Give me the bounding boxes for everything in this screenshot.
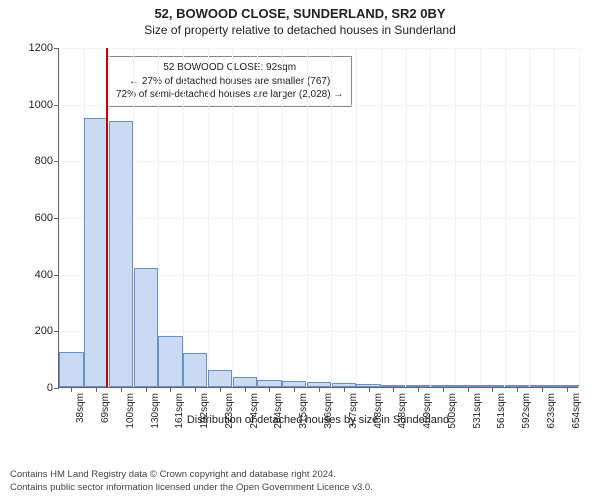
footer-line-1: Contains HM Land Registry data © Crown c… [10,469,373,481]
xtick-mark [492,387,493,392]
histogram-bar [109,121,133,387]
xtick-mark [71,387,72,392]
ytick-mark [54,48,59,49]
chart-header: 52, BOWOOD CLOSE, SUNDERLAND, SR2 0BY Si… [0,0,600,37]
xtick-mark [542,387,543,392]
ytick-mark [54,331,59,332]
footer-line-2: Contains public sector information licen… [10,482,373,494]
chart-subtitle: Size of property relative to detached ho… [0,23,600,37]
xtick-mark [344,387,345,392]
annotation-line: 52 BOWOOD CLOSE: 92sqm [116,61,343,75]
xtick-mark [468,387,469,392]
xtick-mark [195,387,196,392]
annotation-line: ← 27% of detached houses are smaller (76… [116,75,343,89]
histogram-bar [59,352,83,387]
ytick-mark [54,275,59,276]
ytick-label: 400 [35,269,53,281]
gridline-horizontal [59,48,578,49]
ytick-label: 1000 [29,99,53,111]
ytick-label: 200 [35,325,53,337]
chart-title: 52, BOWOOD CLOSE, SUNDERLAND, SR2 0BY [0,6,600,21]
x-axis-label: Distribution of detached houses by size … [58,414,578,426]
plot-region: Number of detached properties 52 BOWOOD … [58,48,578,388]
xtick-mark [393,387,394,392]
histogram-bar [183,353,207,387]
annotation-line: 72% of semi-detached houses are larger (… [116,88,343,102]
gridline-horizontal [59,161,578,162]
xtick-mark [245,387,246,392]
gridline-vertical [579,48,580,387]
xtick-mark [517,387,518,392]
gridline-horizontal [59,218,578,219]
xtick-mark [121,387,122,392]
xtick-mark [269,387,270,392]
ytick-mark [54,218,59,219]
xtick-mark [319,387,320,392]
histogram-bar [257,380,281,387]
xtick-mark [96,387,97,392]
xtick-mark [443,387,444,392]
ytick-label: 600 [35,212,53,224]
xtick-mark [369,387,370,392]
footer-attribution: Contains HM Land Registry data © Crown c… [10,469,373,494]
xtick-mark [170,387,171,392]
ytick-label: 800 [35,155,53,167]
histogram-bar [208,370,232,387]
xtick-mark [567,387,568,392]
ytick-label: 1200 [29,42,53,54]
ytick-mark [54,105,59,106]
ytick-mark [54,388,59,389]
annotation-box: 52 BOWOOD CLOSE: 92sqm← 27% of detached … [107,56,352,107]
chart-area: Number of detached properties 52 BOWOOD … [58,48,578,422]
ytick-mark [54,161,59,162]
gridline-horizontal [59,105,578,106]
histogram-bar [134,268,158,387]
histogram-bar [233,377,257,387]
histogram-bar [158,336,182,387]
ytick-label: 0 [47,382,53,394]
property-marker-line [106,48,108,387]
xtick-mark [418,387,419,392]
xtick-mark [146,387,147,392]
xtick-mark [294,387,295,392]
xtick-mark [220,387,221,392]
